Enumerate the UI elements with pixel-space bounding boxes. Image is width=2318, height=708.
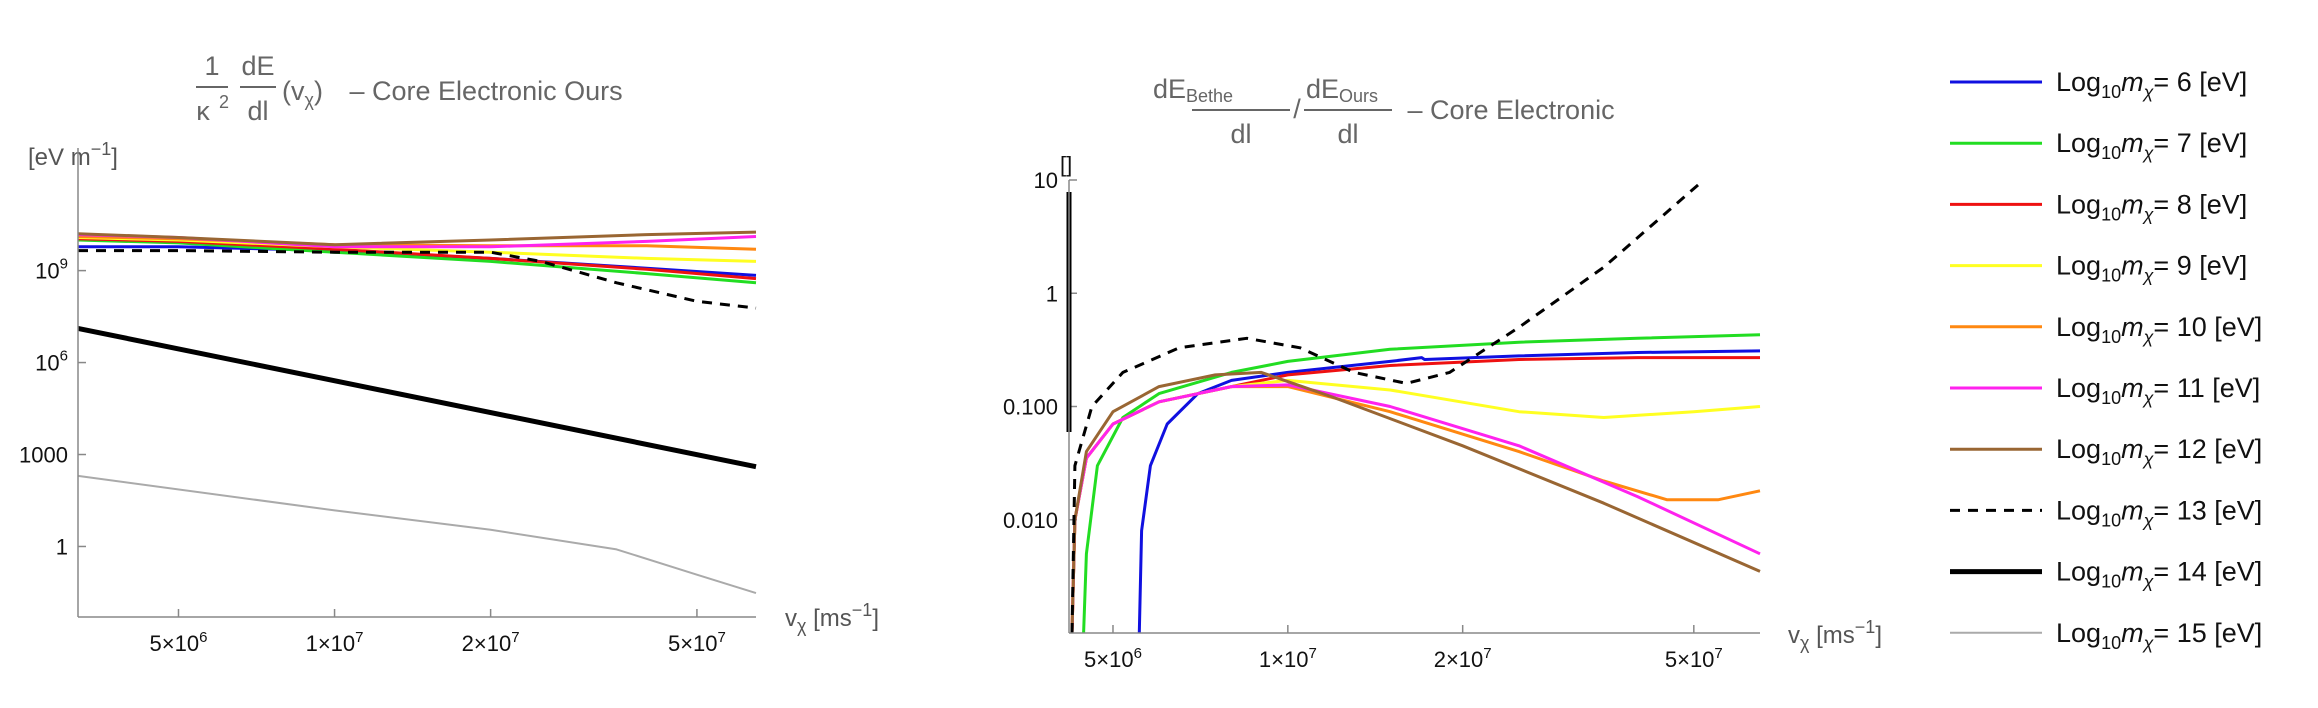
legend-label: Log10mχ= 8 [eV] [2056,189,2247,224]
right-y-tick-label: 0.100 [1003,395,1058,420]
left-x-axis-label: vχ [ms−1] [785,600,879,636]
right-title-frac2-den: dl [1337,119,1358,149]
right-x-tick-label: 5×106 [1084,645,1142,672]
left-series-line-m15 [77,474,757,595]
right-x-tick-label: 1×107 [1259,645,1317,672]
right-title-rest: – Core Electronic [1400,95,1615,125]
left-title-arg: (vχ) [282,76,323,110]
legend-label: Log10mχ= 10 [eV] [2056,312,2262,347]
left-chart: 1 κ 2 dE dl (vχ) – Core Electronic Ours … [19,51,879,656]
right-series [1070,178,1761,634]
right-title-frac1-den: dl [1230,119,1251,149]
right-title-frac2-num: dEOurs [1306,74,1378,106]
left-x-tick-label: 2×107 [462,629,520,656]
left-chart-title: 1 κ 2 dE dl (vχ) – Core Electronic Ours [196,51,623,126]
left-y-axis-label: [eV m−1] [28,139,118,171]
right-series-line-m11 [1070,383,1761,634]
right-y-tick-label: 0.010 [1003,508,1058,533]
legend-label: Log10mχ= 14 [eV] [2056,557,2262,592]
left-series-line-m12 [77,230,757,247]
left-series-line-m13 [78,249,757,310]
right-series-line-m13 [1070,178,1705,634]
legend-label: Log10mχ= 12 [eV] [2056,434,2262,469]
left-y-tick-label: 1 [56,534,68,559]
right-y-axis-label: [] [1060,152,1072,177]
legend-label: Log10mχ= 7 [eV] [2056,128,2247,163]
left-x-tick-label: 1×107 [306,629,364,656]
left-y-tick-label: 109 [35,256,68,284]
legend: Log10mχ= 6 [eV] Log10mχ= 7 [eV] Log10mχ= 8… [1950,67,2262,653]
left-title-rest: – Core Electronic Ours [342,76,623,106]
left-y-tick-label: 106 [35,348,68,376]
left-series-line-m14 [77,325,757,470]
legend-label: Log10mχ= 9 [eV] [2056,251,2247,286]
right-ticks: 5×106 1×107 2×107 5×107 10 1 0.100 0.010 [1003,168,1723,672]
left-ticks: 5×106 1×107 2×107 5×107 109 106 1000 1 [19,256,726,656]
legend-label: Log10mχ= 11 [eV] [2056,373,2260,408]
legend-label: Log10mχ= 13 [eV] [2056,495,2262,530]
right-title-frac1-num: dEBethe [1153,74,1233,106]
right-x-tick-label: 2×107 [1434,645,1492,672]
right-title-slash: / [1293,94,1301,124]
left-x-tick-label: 5×107 [668,629,726,656]
right-chart-title: dEBethe dl / dEOurs dl – Core Electronic [1153,74,1615,149]
left-title-frac2-num: dE [241,51,274,81]
left-x-tick-label: 5×106 [150,629,208,656]
left-title-frac1-den-exp: 2 [219,92,229,112]
right-x-axis-label: vχ [ms−1] [1788,617,1882,653]
left-series [77,230,757,595]
right-series-line-m6 [1137,349,1761,634]
right-chart: dEBethe dl / dEOurs dl – Core Electronic… [1003,74,1882,672]
right-series-line-m10 [1070,385,1761,634]
left-title-frac1-den: κ [196,96,210,126]
right-y-tick-label: 1 [1046,281,1058,306]
legend-label: Log10mχ= 15 [eV] [2056,618,2262,653]
right-series-line-m7 [1082,333,1761,634]
left-y-tick-label: 1000 [19,443,68,468]
right-y-tick-label: 10 [1034,168,1058,193]
right-x-tick-label: 5×107 [1665,645,1723,672]
right-series-line-m12 [1070,370,1761,634]
left-title-frac1-num: 1 [204,51,219,81]
legend-label: Log10mχ= 6 [eV] [2056,67,2247,102]
left-title-frac2-den: dl [247,96,268,126]
